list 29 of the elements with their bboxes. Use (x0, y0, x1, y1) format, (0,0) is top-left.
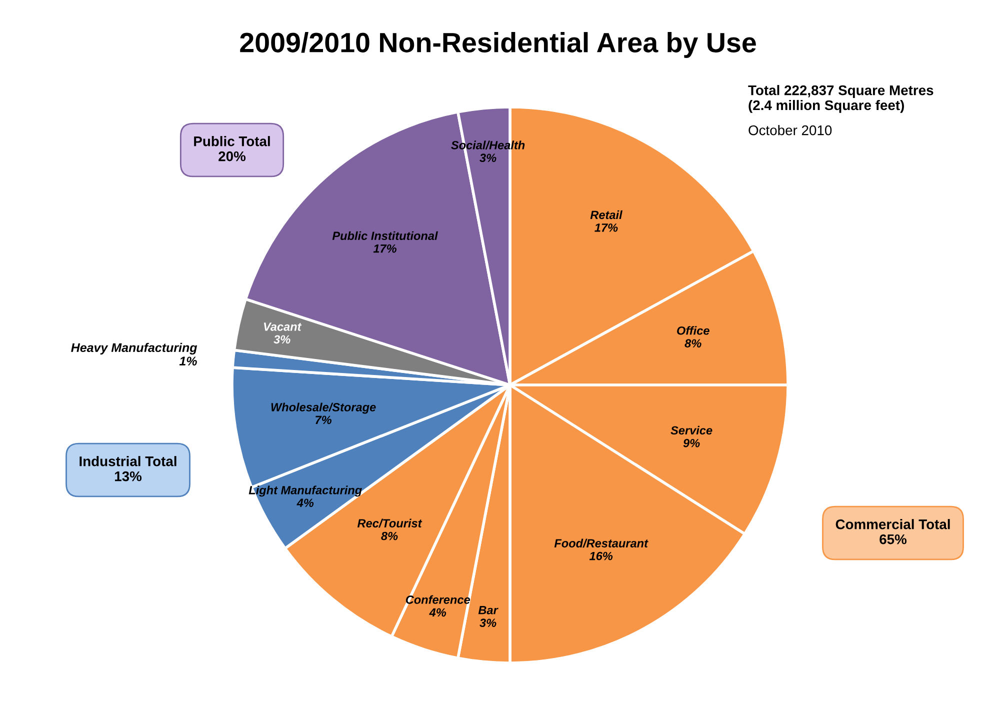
slice-label: Wholesale/Storage (271, 402, 376, 414)
text: Commercial Total 65% (836, 519, 950, 544)
slice-label: Food/Restaurant (554, 538, 648, 548)
slice-label: Service (670, 426, 712, 435)
slice-label: Office (677, 326, 710, 335)
slice-label: Public Institutional (332, 231, 438, 240)
data-label: 1% (179, 356, 197, 366)
slice-label: Retail (590, 210, 623, 220)
slice-label: Bar (478, 606, 498, 614)
data-label: 16% (589, 552, 613, 560)
data-label: 9% (683, 438, 700, 448)
data-label: 7% (316, 416, 332, 424)
text: Total 222,837 Square Metres (2.4 million Square feet) (748, 85, 934, 113)
data-label: 8% (684, 339, 702, 348)
data-label: 17% (594, 224, 618, 232)
slice-label: Rec/Tourist (357, 518, 422, 528)
text: October 2010 (748, 125, 832, 136)
slice-label: Heavy Manufacturing (71, 342, 198, 355)
slice-label: Vacant (264, 322, 302, 331)
data-label: 3% (480, 154, 496, 162)
data-label: 3% (274, 335, 290, 344)
data-label: 4% (429, 608, 446, 617)
data-label: 17% (373, 244, 396, 253)
chart-title: 2009/2010 Non-Residential Area by Use (240, 32, 756, 58)
data-label: 4% (296, 498, 314, 507)
text: Industrial Total 13% (80, 456, 176, 482)
text: Public Total 20% (194, 136, 270, 162)
data-label: 3% (480, 618, 496, 628)
data-label: 8% (381, 532, 398, 540)
